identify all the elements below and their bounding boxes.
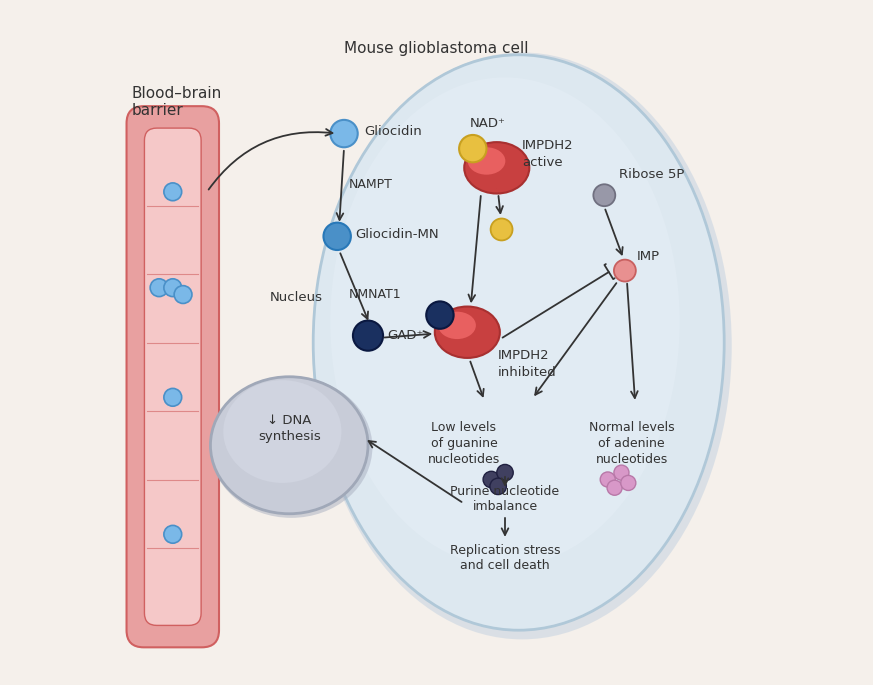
Circle shape bbox=[621, 475, 636, 490]
Circle shape bbox=[614, 260, 636, 282]
FancyBboxPatch shape bbox=[127, 106, 219, 647]
Text: Low levels
of guanine
nucleotides: Low levels of guanine nucleotides bbox=[428, 421, 500, 466]
Ellipse shape bbox=[313, 53, 732, 639]
Circle shape bbox=[150, 279, 168, 297]
Circle shape bbox=[490, 478, 506, 495]
Ellipse shape bbox=[313, 55, 725, 630]
Ellipse shape bbox=[210, 377, 373, 518]
Circle shape bbox=[601, 472, 615, 487]
FancyBboxPatch shape bbox=[144, 128, 201, 625]
Text: GAD⁺: GAD⁺ bbox=[388, 329, 423, 342]
Text: IMPDH2
active: IMPDH2 active bbox=[522, 139, 574, 169]
Ellipse shape bbox=[468, 147, 505, 175]
Circle shape bbox=[426, 301, 454, 329]
Circle shape bbox=[459, 135, 486, 162]
Text: Nucleus: Nucleus bbox=[270, 292, 323, 304]
Text: Normal levels
of adenine
nucleotides: Normal levels of adenine nucleotides bbox=[589, 421, 675, 466]
Text: IMPDH2
inhibited: IMPDH2 inhibited bbox=[498, 349, 557, 379]
Text: Mouse glioblastoma cell: Mouse glioblastoma cell bbox=[344, 41, 529, 56]
Text: NAD⁺: NAD⁺ bbox=[470, 117, 505, 129]
Text: Purine nucleotide
imbalance: Purine nucleotide imbalance bbox=[450, 485, 560, 512]
Text: NMNAT1: NMNAT1 bbox=[349, 288, 402, 301]
Text: Blood–brain
barrier: Blood–brain barrier bbox=[132, 86, 222, 118]
Circle shape bbox=[324, 223, 351, 250]
Ellipse shape bbox=[210, 377, 368, 514]
Circle shape bbox=[164, 183, 182, 201]
Text: IMP: IMP bbox=[637, 251, 660, 263]
Circle shape bbox=[614, 465, 629, 480]
Circle shape bbox=[491, 219, 512, 240]
Ellipse shape bbox=[330, 77, 680, 566]
Circle shape bbox=[330, 120, 358, 147]
Circle shape bbox=[164, 279, 182, 297]
Circle shape bbox=[483, 471, 499, 488]
Text: Replication stress
and cell death: Replication stress and cell death bbox=[450, 545, 560, 572]
Ellipse shape bbox=[438, 312, 476, 339]
Ellipse shape bbox=[435, 307, 500, 358]
Text: Ribose 5P: Ribose 5P bbox=[620, 169, 684, 181]
Circle shape bbox=[164, 525, 182, 543]
Text: Gliocidin: Gliocidin bbox=[365, 125, 423, 138]
Text: ↓ DNA
synthesis: ↓ DNA synthesis bbox=[258, 414, 320, 443]
Circle shape bbox=[174, 286, 192, 303]
Text: NAMPT: NAMPT bbox=[349, 179, 393, 191]
Text: Gliocidin-MN: Gliocidin-MN bbox=[355, 229, 439, 241]
Circle shape bbox=[353, 321, 383, 351]
Circle shape bbox=[497, 464, 513, 481]
Circle shape bbox=[594, 184, 615, 206]
Circle shape bbox=[607, 480, 622, 495]
Ellipse shape bbox=[223, 380, 341, 483]
Circle shape bbox=[164, 388, 182, 406]
Ellipse shape bbox=[464, 142, 529, 194]
